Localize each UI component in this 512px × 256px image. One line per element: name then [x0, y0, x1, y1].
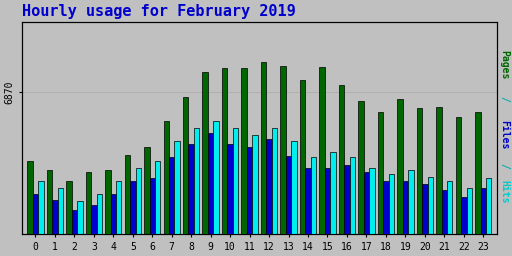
Bar — [428, 177, 433, 256]
Text: /: / — [499, 96, 509, 102]
Bar — [97, 194, 102, 256]
Bar — [163, 121, 169, 256]
Bar — [227, 144, 233, 256]
Bar — [344, 165, 350, 256]
Bar — [417, 108, 422, 256]
Bar — [319, 67, 325, 256]
Bar — [461, 197, 466, 256]
Bar — [144, 146, 150, 256]
Bar — [208, 133, 214, 256]
Bar — [91, 205, 97, 256]
Bar — [252, 135, 258, 256]
Bar — [436, 107, 441, 256]
Bar — [188, 144, 194, 256]
Bar — [441, 190, 447, 256]
Bar — [86, 172, 91, 256]
Bar — [378, 112, 383, 256]
Bar — [155, 161, 160, 256]
Bar — [111, 194, 116, 256]
Bar — [33, 194, 38, 256]
Bar — [72, 210, 77, 256]
Bar — [136, 168, 141, 256]
Text: Pages: Pages — [499, 49, 509, 79]
Bar — [397, 99, 402, 256]
Bar — [383, 181, 389, 256]
Bar — [66, 181, 72, 256]
Bar — [77, 201, 82, 256]
Bar — [350, 157, 355, 256]
Bar — [124, 155, 130, 256]
Bar — [150, 178, 155, 256]
Bar — [286, 156, 291, 256]
Bar — [52, 200, 58, 256]
Bar — [364, 172, 369, 256]
Bar — [233, 128, 238, 256]
Bar — [38, 181, 44, 256]
Bar — [202, 72, 208, 256]
Text: Hourly usage for February 2019: Hourly usage for February 2019 — [22, 4, 295, 19]
Bar — [481, 188, 486, 256]
Bar — [456, 117, 461, 256]
Text: /: / — [499, 163, 509, 169]
Bar — [105, 170, 111, 256]
Bar — [358, 101, 364, 256]
Bar — [389, 174, 394, 256]
Bar — [475, 112, 481, 256]
Bar — [214, 121, 219, 256]
Text: Hits: Hits — [499, 180, 509, 204]
Bar — [369, 168, 375, 256]
Bar — [169, 157, 175, 256]
Bar — [261, 61, 266, 256]
Bar — [330, 152, 336, 256]
Bar — [325, 168, 330, 256]
Bar — [466, 188, 472, 256]
Bar — [272, 128, 278, 256]
Bar — [339, 86, 344, 256]
Bar — [47, 170, 52, 256]
Bar — [311, 157, 316, 256]
Bar — [222, 68, 227, 256]
Bar — [247, 146, 252, 256]
Bar — [300, 80, 305, 256]
Bar — [183, 98, 188, 256]
Bar — [422, 184, 428, 256]
Bar — [58, 188, 63, 256]
Bar — [281, 66, 286, 256]
Bar — [175, 141, 180, 256]
Bar — [27, 161, 33, 256]
Bar — [194, 128, 199, 256]
Bar — [305, 168, 311, 256]
Bar — [291, 141, 297, 256]
Bar — [447, 181, 453, 256]
Bar — [402, 181, 408, 256]
Text: Files: Files — [499, 120, 509, 149]
Bar — [486, 178, 492, 256]
Bar — [408, 170, 414, 256]
Bar — [266, 138, 272, 256]
Bar — [242, 68, 247, 256]
Bar — [130, 181, 136, 256]
Bar — [116, 181, 121, 256]
